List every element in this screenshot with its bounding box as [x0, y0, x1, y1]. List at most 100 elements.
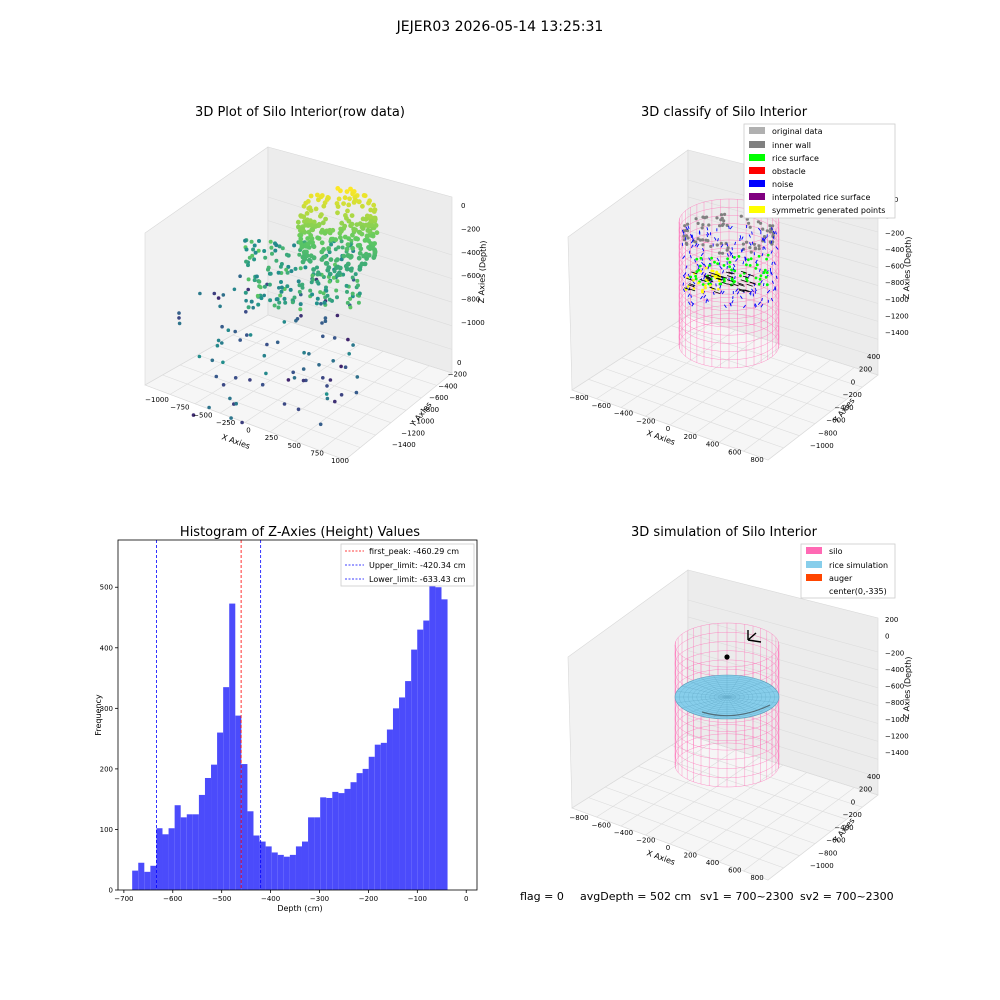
gridline — [687, 717, 879, 778]
data-point — [177, 311, 181, 315]
histogram-xtick-label: −200 — [359, 895, 378, 903]
data-point — [305, 199, 311, 204]
rice-mesh-spoke — [676, 691, 728, 698]
data-point — [267, 282, 272, 287]
gridline — [694, 772, 807, 854]
interpolated-point — [713, 291, 721, 294]
legend-first-peak: first_peak: -460.29 cm — [369, 547, 459, 556]
data-point — [254, 274, 259, 279]
classify-y-tick-label: 0 — [851, 378, 855, 386]
data-point — [351, 226, 356, 232]
gridline — [197, 354, 391, 423]
rice-surface-point — [764, 275, 768, 279]
legend-swatch-original-data — [749, 127, 765, 134]
noise-point — [681, 229, 684, 234]
data-point — [257, 239, 261, 243]
noise-point — [772, 287, 776, 291]
gridline — [687, 281, 879, 340]
rice-surface-point — [746, 258, 750, 262]
data-point — [323, 316, 328, 320]
data-point — [277, 286, 281, 290]
data-point — [348, 267, 354, 272]
classify-z-tick-label: −400 — [885, 246, 904, 254]
data-point — [318, 422, 323, 427]
rice-mesh-spoke — [726, 691, 778, 698]
data-point — [355, 278, 360, 283]
rice-surface-point — [749, 257, 753, 261]
data-point — [373, 223, 379, 228]
data-point — [346, 202, 352, 208]
data-point — [345, 289, 349, 294]
legend-swatch-noise — [749, 180, 765, 187]
noise-point — [706, 227, 709, 231]
rice-surface-point — [728, 265, 731, 269]
classify-z-tick-label: −1400 — [885, 329, 909, 337]
interpolated-point — [704, 275, 711, 279]
simulation-y-tick-label: −800 — [818, 849, 837, 857]
data-point — [283, 300, 288, 305]
noise-point — [694, 242, 698, 247]
gridline — [687, 297, 879, 358]
noise-point — [775, 231, 777, 235]
data-point — [290, 300, 295, 305]
noise-point — [771, 280, 774, 284]
classify-z-tick-label: −1200 — [885, 312, 909, 320]
inner-wall-point — [725, 223, 729, 227]
noise-point — [775, 275, 778, 279]
data-point — [220, 324, 224, 329]
data-point — [311, 267, 316, 272]
legend-noise: noise — [772, 180, 793, 189]
noise-point — [734, 275, 736, 280]
data-point — [232, 287, 237, 292]
rice-surface-point — [689, 275, 693, 279]
legend-inner-wall: inner wall — [772, 141, 811, 150]
data-point — [285, 284, 290, 289]
legend-auger: auger — [829, 574, 853, 583]
data-point — [197, 354, 202, 359]
data-point — [339, 257, 344, 262]
classify-z-tick-label: −800 — [885, 279, 904, 287]
data-point — [372, 248, 378, 254]
noise-point — [751, 231, 753, 235]
raw-plot-xticks: −1000−750 −500 −250 0 250 500 750 1000 — [145, 396, 349, 465]
data-point — [324, 261, 330, 266]
raw-plot-yticks: 0 −200 −400 −600 −800 −1000 −1200 −1400 — [392, 359, 467, 449]
interpolated-point — [707, 274, 714, 278]
data-point — [324, 288, 329, 293]
noise-point — [703, 294, 707, 299]
data-point — [246, 277, 251, 282]
rice-surface-point — [730, 268, 733, 272]
symmetric-point — [699, 270, 702, 273]
noise-point — [741, 248, 744, 252]
simulation-y-tick-label: 0 — [851, 798, 855, 806]
rice-mesh-spoke — [700, 677, 728, 698]
classify-x-tick-label: 800 — [750, 456, 763, 464]
data-point — [291, 370, 296, 375]
noise-point — [728, 225, 730, 229]
simulation-z-tick-label: 0 — [885, 633, 889, 641]
gridline — [694, 352, 807, 435]
data-point — [335, 279, 340, 284]
symmetric-point — [717, 287, 720, 291]
data-point — [251, 247, 256, 252]
data-point — [345, 242, 351, 248]
rice-surface-point — [695, 257, 699, 261]
data-point — [315, 279, 320, 284]
noise-point — [690, 239, 694, 244]
histogram-bar — [380, 742, 387, 890]
histogram-bar — [302, 841, 309, 890]
inner-wall-point — [720, 251, 725, 255]
data-point — [284, 267, 289, 272]
inner-wall-point — [719, 213, 724, 217]
rice-surface-point — [745, 277, 748, 281]
legend-upper-limit: Upper_limit: -420.34 cm — [369, 561, 466, 570]
noise-point — [694, 259, 697, 263]
inner-wall-point — [694, 240, 698, 244]
legend-swatch-symmetric — [749, 206, 765, 213]
interpolated-point — [740, 279, 747, 283]
interpolated-point — [707, 279, 714, 283]
data-point — [366, 200, 371, 206]
data-point — [282, 320, 287, 324]
data-point — [328, 378, 333, 382]
inner-wall-point — [745, 240, 749, 244]
